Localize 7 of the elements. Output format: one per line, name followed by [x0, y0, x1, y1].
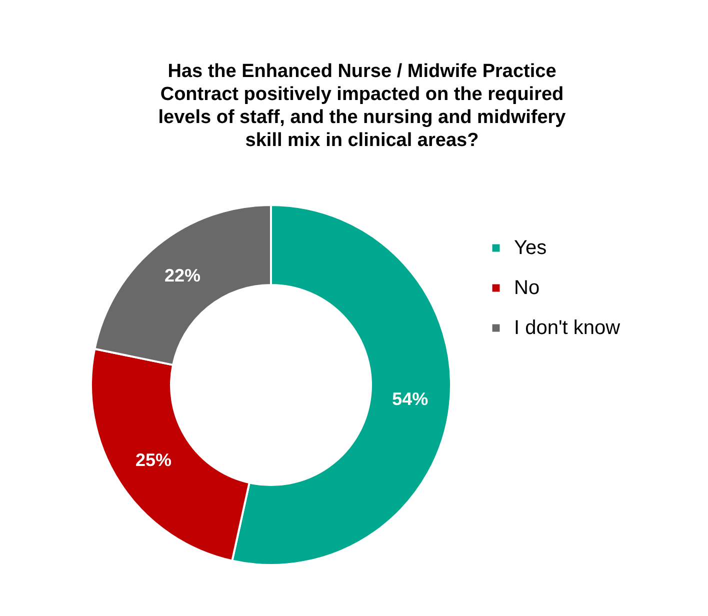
data-label: 54%	[392, 389, 428, 410]
data-label: 22%	[164, 266, 201, 286]
data-label: 25%	[136, 450, 172, 470]
legend-label: No	[514, 277, 540, 299]
legend-label: Yes	[514, 237, 547, 259]
legend-label: I don't know	[514, 317, 621, 339]
chart-title: Has the Enhanced Nurse / Midwife Practice Contract positively impacted on the required levels of staff, and the nursing and midwifery skill mix in clinical areas?	[158, 61, 566, 151]
